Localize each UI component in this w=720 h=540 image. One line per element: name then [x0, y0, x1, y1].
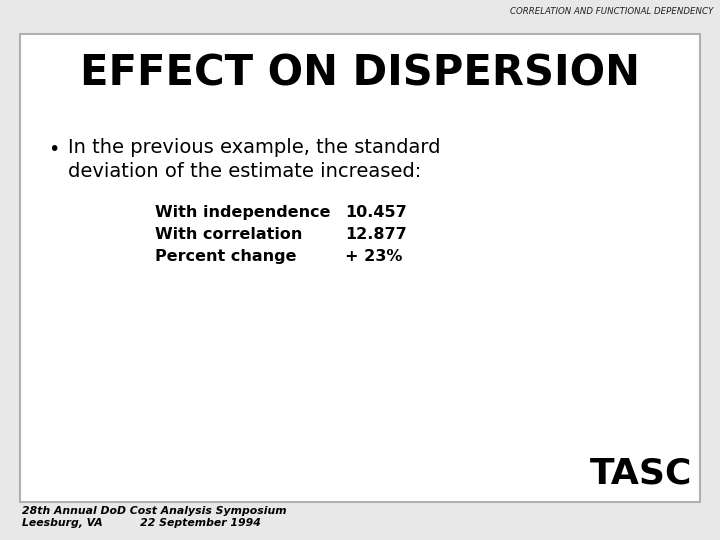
Text: CORRELATION AND FUNCTIONAL DEPENDENCY: CORRELATION AND FUNCTIONAL DEPENDENCY [510, 7, 713, 16]
Text: 12.877: 12.877 [345, 227, 407, 242]
Text: Leesburg, VA          22 September 1994: Leesburg, VA 22 September 1994 [22, 518, 261, 528]
Text: deviation of the estimate increased:: deviation of the estimate increased: [68, 162, 421, 181]
Text: With correlation: With correlation [155, 227, 302, 242]
Text: With independence: With independence [155, 205, 330, 220]
Text: In the previous example, the standard: In the previous example, the standard [68, 138, 441, 157]
Text: 28th Annual DoD Cost Analysis Symposium: 28th Annual DoD Cost Analysis Symposium [22, 506, 287, 516]
Text: 10.457: 10.457 [345, 205, 407, 220]
Text: TASC: TASC [590, 456, 692, 490]
FancyBboxPatch shape [20, 34, 700, 502]
Text: •: • [48, 140, 59, 159]
Text: + 23%: + 23% [345, 249, 402, 264]
Text: Percent change: Percent change [155, 249, 297, 264]
Text: EFFECT ON DISPERSION: EFFECT ON DISPERSION [80, 52, 640, 94]
